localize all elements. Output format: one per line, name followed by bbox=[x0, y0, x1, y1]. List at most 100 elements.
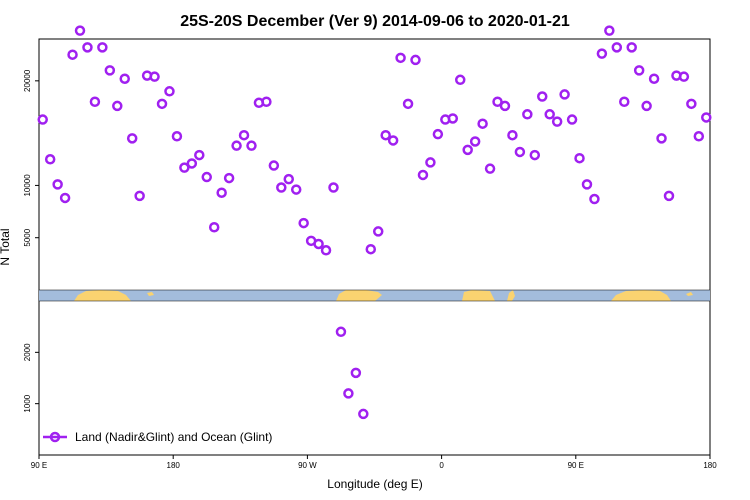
data-point bbox=[611, 42, 623, 53]
land-shape bbox=[611, 290, 671, 301]
land-shape bbox=[462, 290, 495, 301]
data-point bbox=[328, 182, 339, 193]
data-point bbox=[74, 25, 86, 36]
data-point bbox=[551, 116, 563, 127]
data-point bbox=[604, 25, 615, 36]
y-tick-label: 10000 bbox=[23, 174, 32, 197]
data-point bbox=[126, 133, 138, 144]
data-point bbox=[358, 408, 369, 420]
y-tick-label: 20000 bbox=[23, 69, 32, 92]
data-point bbox=[134, 190, 145, 202]
data-point bbox=[410, 54, 421, 66]
data-point bbox=[686, 98, 697, 110]
x-axis-label: Longitude (deg E) bbox=[327, 477, 422, 491]
data-point bbox=[268, 160, 280, 171]
data-point bbox=[335, 326, 347, 338]
data-point bbox=[559, 89, 570, 100]
data-point bbox=[462, 144, 473, 156]
data-point bbox=[320, 245, 332, 256]
data-point bbox=[522, 109, 533, 120]
data-point bbox=[596, 48, 608, 59]
data-point bbox=[589, 193, 600, 205]
y-tick-label: 5000 bbox=[23, 228, 32, 246]
data-point bbox=[484, 163, 496, 174]
legend-marker bbox=[49, 431, 61, 443]
data-point bbox=[261, 96, 272, 107]
data-point bbox=[514, 146, 526, 158]
data-point bbox=[201, 171, 212, 183]
data-point bbox=[365, 243, 377, 255]
data-point bbox=[701, 112, 712, 123]
data-point bbox=[581, 179, 593, 190]
land-shape bbox=[147, 292, 154, 296]
data-point bbox=[164, 86, 175, 97]
data-point bbox=[283, 173, 295, 185]
data-point bbox=[648, 73, 660, 84]
data-points bbox=[37, 25, 712, 420]
data-point bbox=[52, 179, 63, 190]
data-point bbox=[663, 190, 675, 202]
data-point bbox=[44, 154, 56, 165]
data-point bbox=[432, 128, 444, 140]
data-point bbox=[507, 129, 518, 141]
data-point bbox=[477, 118, 488, 129]
data-point bbox=[208, 222, 220, 233]
data-point bbox=[37, 114, 48, 125]
data-point bbox=[454, 74, 466, 86]
data-point bbox=[246, 140, 257, 151]
data-point bbox=[276, 182, 287, 193]
data-point bbox=[372, 226, 384, 237]
data-point bbox=[89, 96, 101, 107]
plot-frame bbox=[38, 38, 711, 456]
map-strip bbox=[39, 289, 710, 302]
data-point bbox=[380, 129, 391, 141]
x-tick-label: 90 E bbox=[31, 461, 47, 470]
data-point bbox=[290, 184, 302, 195]
data-point bbox=[447, 113, 459, 124]
x-tick-label: 180 bbox=[703, 461, 717, 470]
y-tick-label: 2000 bbox=[23, 343, 32, 361]
data-point bbox=[231, 140, 242, 151]
data-point bbox=[104, 65, 116, 76]
data-point bbox=[492, 96, 503, 107]
data-point bbox=[343, 388, 354, 399]
data-point bbox=[626, 42, 637, 53]
data-point bbox=[619, 96, 630, 107]
data-point bbox=[223, 172, 235, 184]
data-point bbox=[387, 135, 399, 146]
x-tick-label: 90 W bbox=[298, 461, 317, 470]
data-point bbox=[529, 149, 541, 161]
land-shape bbox=[74, 290, 131, 301]
x-tick-label: 180 bbox=[167, 461, 181, 470]
legend: Land (Nadir&Glint) and Ocean (Glint) bbox=[43, 430, 272, 444]
data-point bbox=[678, 71, 690, 82]
data-point bbox=[97, 42, 108, 53]
data-point bbox=[417, 169, 429, 181]
data-point bbox=[119, 73, 130, 84]
x-axis: 90 E 180 90 W 0 90 E 180 bbox=[31, 455, 717, 470]
land-shape bbox=[686, 292, 693, 296]
data-point bbox=[425, 157, 436, 168]
data-point bbox=[499, 100, 511, 112]
data-point bbox=[171, 131, 183, 142]
land-shape bbox=[336, 290, 382, 301]
data-point bbox=[194, 149, 205, 161]
data-point bbox=[395, 52, 406, 64]
data-point bbox=[186, 158, 198, 169]
data-point bbox=[566, 114, 578, 125]
data-point bbox=[216, 187, 227, 198]
data-point bbox=[544, 109, 555, 120]
data-point bbox=[298, 217, 309, 229]
data-point bbox=[67, 49, 78, 60]
y-axis-label: N Total bbox=[0, 228, 12, 265]
x-tick-label: 90 E bbox=[568, 461, 584, 470]
data-point bbox=[149, 71, 160, 82]
data-point bbox=[59, 192, 71, 204]
data-point bbox=[537, 91, 548, 102]
data-point bbox=[82, 42, 93, 53]
data-point bbox=[179, 162, 190, 173]
data-point bbox=[402, 98, 414, 110]
x-tick-label: 0 bbox=[439, 461, 444, 470]
data-point bbox=[313, 238, 324, 250]
